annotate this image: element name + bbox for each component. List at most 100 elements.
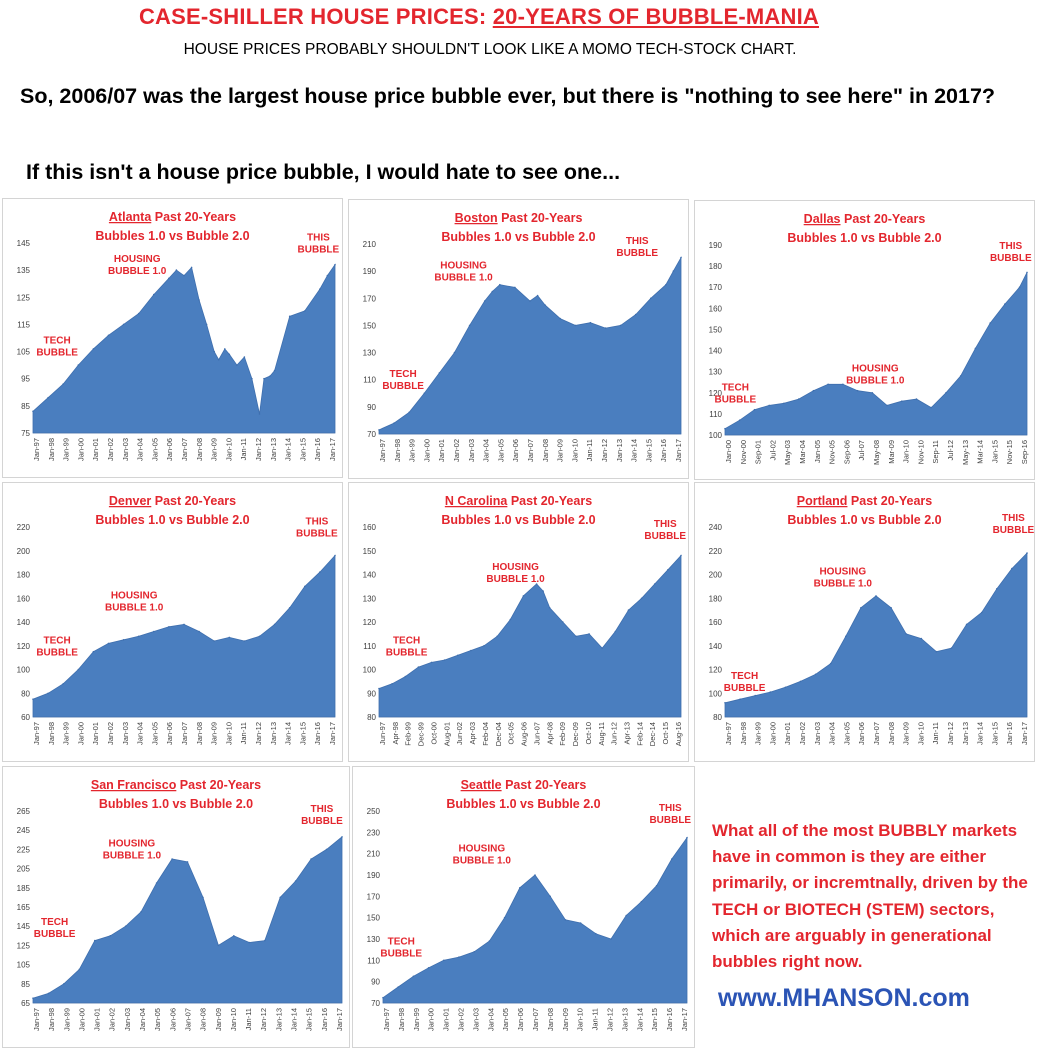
chart-seattle-data-point — [397, 986, 399, 988]
chart-denver-xtick-label: Jan-98 — [47, 722, 56, 745]
chart-atlanta-data-point — [228, 353, 231, 356]
chart-dallas-ytick-label: 150 — [709, 325, 723, 334]
chart-boston-data-point — [378, 429, 380, 431]
chart-boston-data-point — [483, 300, 486, 302]
chart-boston-ytick-label: 110 — [363, 376, 376, 385]
chart-portland-data-point — [905, 633, 907, 635]
chart-portland-xtick-label: Jan-15 — [990, 722, 999, 745]
chart-atlanta-xtick-label: Jan-13 — [269, 438, 278, 461]
chart-dallas-data-point — [945, 392, 947, 394]
chart-denver-subtitle: Bubbles 1.0 vs Bubble 2.0 — [95, 513, 249, 527]
chart-san-francisco-data-point — [341, 836, 343, 838]
chart-n-carolina-annotation: BUBBLE — [386, 647, 428, 658]
chart-san-francisco-data-point — [325, 848, 328, 851]
chart-san-francisco-xtick-label: Jan-07 — [183, 1008, 192, 1031]
chart-n-carolina-xtick-label: Aug-16 — [674, 722, 683, 746]
chart-portland-data-point — [814, 673, 817, 676]
chart-atlanta-xtick-label: Jan-03 — [121, 438, 130, 461]
chart-seattle-ytick-label: 230 — [367, 828, 381, 837]
chart-portland-xtick-label: Jan-09 — [902, 722, 911, 745]
chart-portland-data-point — [1011, 567, 1013, 570]
chart-portland-ytick-label: 140 — [709, 642, 723, 651]
chart-boston-data-point — [393, 422, 395, 424]
chart-atlanta-data-point — [47, 396, 49, 399]
chart-n-carolina-xtick-label: Apr-08 — [545, 722, 554, 745]
chart-denver-data-point — [258, 635, 261, 638]
chart-n-carolina-xtick-label: Jun-07 — [532, 722, 541, 745]
chart-boston-data-point — [619, 324, 622, 327]
chart-seattle-annotation: HOUSING — [458, 844, 505, 855]
chart-denver-ytick-label: 180 — [17, 571, 31, 580]
chart-san-francisco-subtitle: Bubbles 1.0 vs Bubble 2.0 — [99, 797, 253, 811]
chart-portland-xtick-label: Jan-10 — [916, 722, 925, 745]
chart-seattle-xtick-label: Jan-14 — [635, 1008, 644, 1031]
chart-dallas-xtick-label: Nov-00 — [739, 440, 748, 464]
chart-n-carolina-data-point — [535, 583, 538, 585]
chart-san-francisco-ytick-label: 125 — [17, 941, 31, 950]
chart-atlanta-xtick-label: Jan-12 — [254, 438, 263, 461]
chart-seattle-annotation: BUBBLE — [649, 815, 691, 826]
chart-denver-data-point — [183, 623, 185, 626]
chart-seattle-title-rest: Past 20-Years — [502, 778, 587, 792]
chart-panel-atlanta: Atlanta Past 20-Years Bubbles 1.0 vs Bubb… — [2, 198, 343, 478]
chart-atlanta-annotation: BUBBLE — [36, 347, 78, 358]
chart-seattle-xtick-label: Jan-12 — [605, 1008, 614, 1031]
chart-atlanta-data-point — [190, 266, 193, 269]
chart-portland-data-point — [769, 691, 772, 693]
chart-atlanta-data-point — [213, 350, 215, 353]
chart-portland-xtick-label: Jan-13 — [961, 722, 970, 745]
chart-atlanta-xtick-label: Jan-99 — [62, 438, 71, 461]
chart-denver-data-point — [153, 630, 155, 633]
chart-denver-ytick-label: 140 — [17, 618, 31, 627]
chart-boston-title: Boston Past 20-Years — [455, 211, 583, 225]
chart-n-carolina-data-point — [548, 607, 551, 609]
chart-n-carolina-data-point — [667, 569, 669, 571]
chart-n-carolina-annotation: BUBBLE 1.0 — [486, 574, 545, 585]
chart-denver-data-point — [168, 626, 170, 628]
chart-seattle-data-point — [655, 884, 658, 887]
chart-denver-annotation: HOUSING — [111, 590, 158, 601]
chart-portland-data-point — [996, 588, 998, 590]
chart-boston-data-point — [604, 327, 607, 329]
website-link[interactable]: www.MHANSON.com — [718, 984, 970, 1012]
chart-san-francisco-ytick-label: 65 — [21, 999, 30, 1008]
chart-dallas-data-point — [930, 406, 932, 409]
chart-n-carolina-data-point — [588, 633, 590, 635]
chart-san-francisco-xtick-label: Jan-12 — [259, 1008, 268, 1031]
chart-seattle-xtick-label: Jan-17 — [680, 1008, 689, 1031]
chart-n-carolina-xtick-label: Feb-04 — [481, 722, 490, 746]
chart-seattle-xtick-label: Jan-04 — [486, 1008, 495, 1031]
chart-panel-denver: Denver Past 20-Years Bubbles 1.0 vs Bubbl… — [2, 482, 343, 762]
chart-denver-xtick-label: Jan-17 — [328, 722, 337, 745]
chart-portland-title-rest: Past 20-Years — [847, 494, 932, 508]
chart-svg-denver: Denver Past 20-Years Bubbles 1.0 vs Bubbl… — [17, 494, 338, 745]
chart-svg-seattle: Seattle Past 20-Years Bubbles 1.0 vs Bubb… — [367, 778, 692, 1031]
chart-san-francisco-annotation: BUBBLE 1.0 — [103, 851, 162, 862]
chart-atlanta-data-point — [205, 323, 208, 326]
chart-portland-xtick-label: Jan-98 — [739, 722, 748, 745]
chart-seattle-data-point — [412, 975, 415, 978]
chart-boston-ytick-label: 170 — [363, 294, 377, 303]
chart-san-francisco-ytick-label: 265 — [17, 807, 31, 816]
chart-seattle-data-point — [443, 959, 445, 962]
chart-svg-boston: Boston Past 20-Years Bubbles 1.0 vs Bubbl… — [363, 211, 683, 462]
chart-seattle-xtick-label: Jan-09 — [561, 1008, 570, 1031]
chart-boston-xtick-label: Jan-14 — [630, 439, 639, 462]
chart-seattle-data-point — [427, 967, 430, 969]
chart-n-carolina-data-point — [496, 635, 498, 638]
chart-atlanta-xtick-label: Jan-06 — [165, 438, 174, 461]
chart-n-carolina-data-point — [680, 554, 682, 557]
chart-dallas-xtick-label: Sep-06 — [842, 440, 851, 464]
chart-portland-ytick-label: 120 — [709, 666, 723, 675]
chart-denver-xtick-label: Jan-06 — [165, 722, 174, 745]
chart-seattle-ytick-label: 70 — [371, 999, 380, 1008]
chart-seattle-data-point — [579, 922, 582, 924]
chart-san-francisco-data-point — [109, 935, 112, 937]
chart-seattle-ytick-label: 110 — [367, 956, 380, 965]
chart-denver-xtick-label: Jan-00 — [76, 722, 85, 745]
chart-denver-data-point — [122, 639, 125, 641]
chart-portland-xtick-label: Jan-14 — [976, 722, 985, 745]
chart-n-carolina-xtick-label: Feb-09 — [558, 722, 567, 746]
chart-seattle-data-point — [473, 951, 475, 953]
chart-n-carolina-data-point — [575, 635, 577, 638]
